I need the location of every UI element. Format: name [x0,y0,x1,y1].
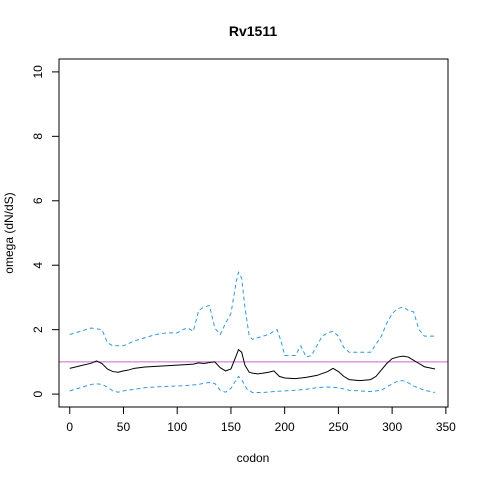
x-tick-label: 250 [328,420,348,434]
y-tick-label: 10 [31,65,45,79]
plot-area [59,270,448,393]
y-tick-label: 6 [31,197,45,204]
y-axis-label: omega (dN/dS) [2,192,16,273]
series-line-estimate [69,348,436,382]
y-tick-label: 4 [31,262,45,269]
chart-title: Rv1511 [229,23,277,39]
x-tick-label: 100 [167,420,187,434]
x-tick-label: 350 [436,420,456,434]
plot-frame [58,58,449,408]
y-tick-label: 8 [31,133,45,140]
x-axis-label: codon [237,451,270,465]
x-tick-label: 50 [117,420,131,434]
y-tick-label: 0 [31,390,45,397]
series-line-upper [69,270,436,358]
x-tick-label: 150 [221,420,241,434]
x-tick-label: 300 [382,420,402,434]
x-tick-label: 0 [66,420,73,434]
y-tick-label: 2 [31,326,45,333]
series-line-lower [69,375,436,393]
x-tick-label: 200 [275,420,295,434]
